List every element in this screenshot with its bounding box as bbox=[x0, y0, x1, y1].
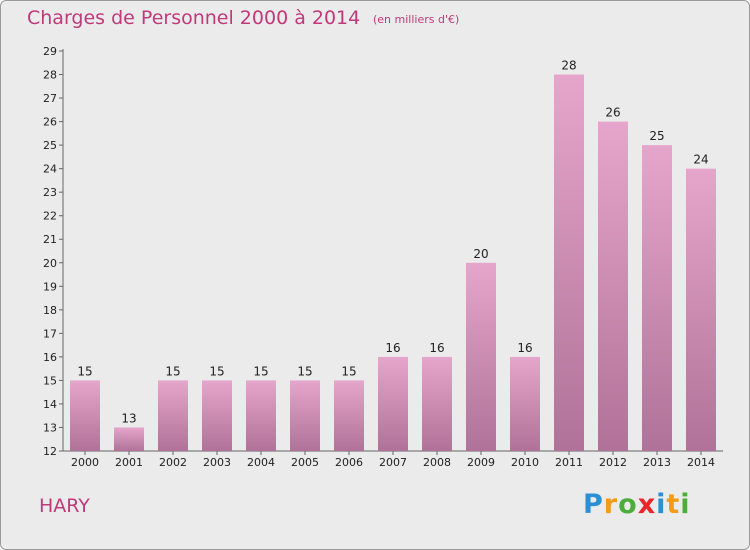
y-tick-label: 28 bbox=[43, 69, 57, 82]
place-name: HARY bbox=[39, 495, 90, 517]
y-tick-label: 12 bbox=[43, 445, 57, 458]
data-label-2005: 15 bbox=[297, 364, 312, 378]
data-label-2011: 28 bbox=[561, 59, 576, 73]
data-label-2000: 15 bbox=[77, 364, 92, 378]
data-label-2007: 16 bbox=[385, 341, 400, 355]
y-tick-label: 23 bbox=[43, 186, 57, 199]
y-tick-label: 22 bbox=[43, 210, 57, 223]
bar-2005 bbox=[290, 380, 320, 451]
y-tick-label: 14 bbox=[43, 398, 57, 411]
bar-2013 bbox=[642, 145, 672, 451]
logo-letter: P bbox=[583, 489, 604, 520]
bar-2012 bbox=[598, 121, 628, 452]
y-tick-label: 16 bbox=[43, 351, 57, 364]
y-tick-label: 24 bbox=[43, 163, 57, 176]
y-tick-label: 19 bbox=[43, 280, 57, 293]
y-tick-label: 17 bbox=[43, 327, 57, 340]
data-label-2010: 16 bbox=[517, 341, 532, 355]
data-label-2006: 15 bbox=[341, 364, 356, 378]
y-tick-label: 29 bbox=[43, 45, 57, 58]
data-label-2009: 20 bbox=[473, 247, 488, 261]
data-label-2001: 13 bbox=[121, 411, 136, 425]
x-tick-label-2007: 2007 bbox=[379, 456, 407, 469]
bar-2010 bbox=[510, 356, 540, 451]
x-tick-label-2006: 2006 bbox=[335, 456, 363, 469]
data-label-2004: 15 bbox=[253, 364, 268, 378]
y-tick-label: 21 bbox=[43, 233, 57, 246]
x-tick-label-2005: 2005 bbox=[291, 456, 319, 469]
x-tick-label-2014: 2014 bbox=[687, 456, 715, 469]
logo-letter: r bbox=[603, 489, 619, 520]
data-label-2012: 26 bbox=[605, 106, 620, 120]
bar-2011 bbox=[554, 74, 584, 451]
data-label-2002: 15 bbox=[165, 364, 180, 378]
logo-letter: x bbox=[637, 489, 657, 520]
bar-2000 bbox=[70, 380, 100, 451]
x-tick-label-2012: 2012 bbox=[599, 456, 627, 469]
bar-2008 bbox=[422, 356, 452, 451]
bar-2007 bbox=[378, 356, 408, 451]
x-tick-label-2011: 2011 bbox=[555, 456, 583, 469]
x-tick-label-2000: 2000 bbox=[71, 456, 99, 469]
y-tick-label: 25 bbox=[43, 139, 57, 152]
x-tick-label-2008: 2008 bbox=[423, 456, 451, 469]
unit-note: (en milliers d'€) bbox=[373, 13, 460, 26]
bar-2006 bbox=[334, 380, 364, 451]
x-tick-label-2010: 2010 bbox=[511, 456, 539, 469]
y-tick-label: 27 bbox=[43, 92, 57, 105]
chart-title: Charges de Personnel 2000 à 2014 bbox=[27, 7, 361, 29]
bar-2014 bbox=[686, 168, 716, 451]
y-tick-label: 20 bbox=[43, 257, 57, 270]
bar-2001 bbox=[114, 427, 144, 451]
y-tick-label: 26 bbox=[43, 116, 57, 129]
bar-2009 bbox=[466, 262, 496, 451]
data-label-2014: 24 bbox=[693, 153, 708, 167]
x-tick-label-2004: 2004 bbox=[247, 456, 275, 469]
data-label-2008: 16 bbox=[429, 341, 444, 355]
bar-2004 bbox=[246, 380, 276, 451]
y-tick-label: 15 bbox=[43, 374, 57, 387]
bar-2003 bbox=[202, 380, 232, 451]
data-label-2003: 15 bbox=[209, 364, 224, 378]
x-tick-label-2009: 2009 bbox=[467, 456, 495, 469]
proxiti-logo: Proxiti bbox=[583, 489, 691, 520]
bar-2002 bbox=[158, 380, 188, 451]
logo-letter: i bbox=[680, 489, 691, 520]
x-tick-label-2013: 2013 bbox=[643, 456, 671, 469]
logo-letter: o bbox=[618, 489, 638, 520]
x-tick-label-2002: 2002 bbox=[159, 456, 187, 469]
data-label-2013: 25 bbox=[649, 129, 664, 143]
y-tick-label: 13 bbox=[43, 421, 57, 434]
logo-letter: i bbox=[656, 489, 667, 520]
y-tick-label: 18 bbox=[43, 304, 57, 317]
x-tick-label-2001: 2001 bbox=[115, 456, 143, 469]
x-tick-label-2003: 2003 bbox=[203, 456, 231, 469]
logo-letter: t bbox=[666, 489, 681, 520]
